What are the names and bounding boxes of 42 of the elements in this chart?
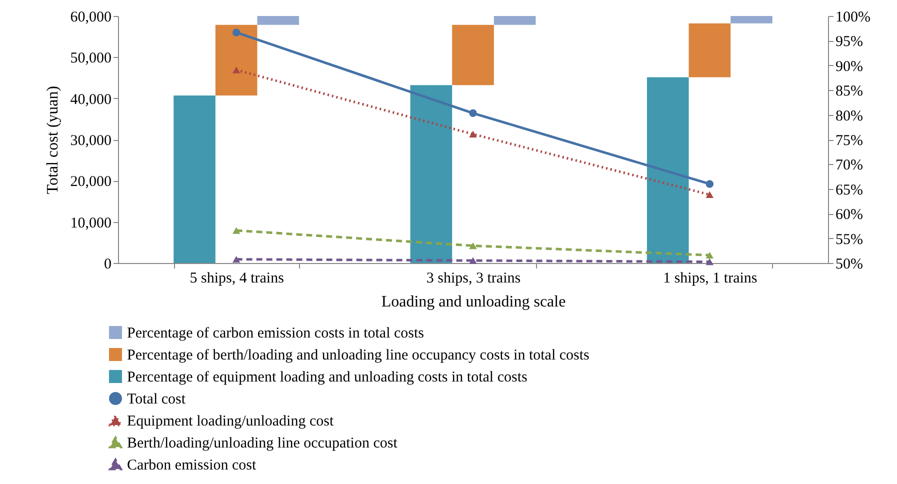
legend-label: Carbon emission cost (127, 458, 257, 474)
legend-label: Berth/loading/unloading line occupation cost (127, 436, 398, 452)
y2-tick-label: 80% (836, 108, 863, 124)
y2-tick-label: 70% (836, 158, 863, 174)
y-tick-label: 10,000 (70, 215, 112, 232)
x-axis-title: Loading and unloading scale (381, 294, 566, 310)
y2-tick-label: 90% (836, 58, 863, 75)
point (232, 256, 240, 263)
y2-tick-label: 50% (836, 256, 863, 272)
point (706, 180, 714, 188)
point (706, 252, 714, 259)
x-tick-label: 5 ships, 4 trains (190, 270, 284, 286)
legend-label: Percentage of berth/loading and unloading line occupancy costs in total costs (127, 348, 590, 364)
y-tick-label: 50,000 (70, 50, 112, 67)
legend-label: Total cost (127, 392, 186, 408)
point (232, 28, 240, 36)
legend-label: Equipment loading/unloading cost (127, 414, 334, 430)
point (706, 258, 714, 266)
point (469, 109, 477, 118)
y2-tick-label: 95% (836, 34, 863, 50)
y2-tick-label: 85% (836, 84, 863, 100)
y2-tick-label: 60% (836, 207, 863, 224)
legend-label: Percentage of equipment loading and unloading costs in total costs (127, 370, 528, 386)
y-axis-title: Total cost (yuan) (44, 86, 62, 194)
y-tick-label: 30,000 (70, 133, 112, 149)
point (232, 66, 240, 74)
y2-tick-label: 65% (836, 182, 863, 198)
y-tick-label: 0 (104, 256, 112, 272)
y-tick-label: 60,000 (70, 10, 112, 26)
x-tick-label: 3 ships, 3 trains (426, 270, 521, 286)
y2-tick-label: 55% (836, 232, 863, 248)
point (232, 227, 240, 234)
y2-tick-label: 100% (836, 10, 870, 26)
legend-label: Percentage of carbon emission costs in total costs (127, 326, 424, 342)
point (469, 242, 477, 250)
x-tick-label: 1 ships, 1 trains (663, 270, 758, 286)
y-tick-label: 40,000 (70, 92, 112, 108)
y2-tick-label: 75% (836, 133, 863, 149)
point (706, 191, 714, 198)
point (469, 257, 477, 264)
point (469, 130, 477, 138)
y-tick-label: 20,000 (70, 174, 112, 190)
